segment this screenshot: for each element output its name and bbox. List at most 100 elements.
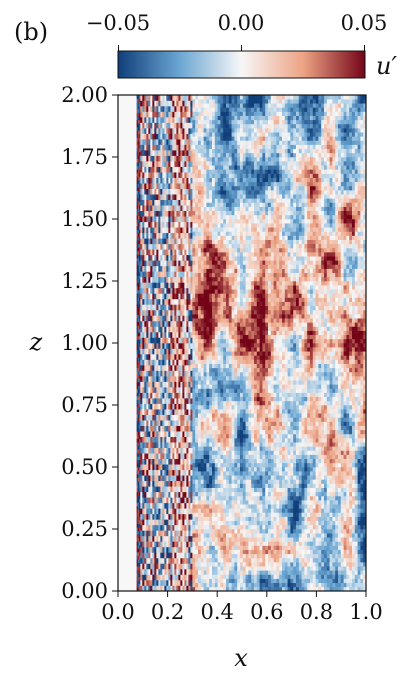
heatmap-cell bbox=[217, 281, 221, 286]
heatmap-cell bbox=[162, 309, 165, 316]
heatmap-cell bbox=[166, 502, 169, 509]
heatmap-cell bbox=[220, 140, 224, 145]
heatmap-cell bbox=[237, 446, 241, 451]
heatmap-cell bbox=[158, 502, 161, 509]
heatmap-cell bbox=[146, 106, 149, 112]
heatmap-cell bbox=[190, 557, 193, 564]
heatmap-cell bbox=[184, 480, 187, 487]
heatmap-cell bbox=[140, 331, 143, 338]
heatmap-cell bbox=[168, 530, 171, 537]
heatmap-cell bbox=[174, 293, 177, 300]
heatmap-cell bbox=[154, 117, 157, 123]
heatmap-cell bbox=[140, 453, 143, 460]
heatmap-cell bbox=[234, 533, 238, 538]
heatmap-cell bbox=[180, 249, 183, 256]
heatmap-cell bbox=[164, 106, 167, 112]
heatmap-cell bbox=[192, 562, 196, 567]
heatmap-cell bbox=[203, 566, 207, 571]
heatmap-cell bbox=[162, 376, 165, 382]
heatmap-cell bbox=[223, 347, 227, 352]
heatmap-cell bbox=[200, 165, 204, 170]
heatmap-cell bbox=[140, 243, 143, 250]
heatmap-cell bbox=[217, 293, 221, 298]
heatmap-cell bbox=[137, 428, 140, 432]
heatmap-cell bbox=[139, 339, 141, 344]
heatmap-cell bbox=[231, 384, 235, 389]
heatmap-cell bbox=[206, 487, 210, 493]
heatmap-cell bbox=[231, 500, 235, 505]
heatmap-cell bbox=[231, 305, 235, 311]
heatmap-cell bbox=[174, 133, 177, 140]
heatmap-cell bbox=[198, 115, 202, 121]
heatmap-cell bbox=[226, 446, 230, 451]
heatmap-cell bbox=[206, 194, 210, 199]
heatmap-cell bbox=[209, 223, 213, 228]
heatmap-cell bbox=[178, 403, 181, 410]
heatmap-cell bbox=[242, 409, 246, 414]
heatmap-cell bbox=[240, 243, 244, 249]
heatmap-cell bbox=[160, 387, 163, 393]
heatmap-cell bbox=[166, 585, 169, 591]
heatmap-cell bbox=[154, 326, 157, 333]
heatmap-cell bbox=[192, 305, 196, 311]
heatmap-cell bbox=[234, 223, 238, 228]
heatmap-cell bbox=[195, 123, 199, 129]
heatmap-cell bbox=[209, 144, 213, 150]
heatmap-cell bbox=[146, 343, 149, 349]
heatmap-cell bbox=[220, 545, 224, 550]
heatmap-cell bbox=[226, 123, 230, 129]
heatmap-cell bbox=[136, 141, 139, 145]
heatmap-cell bbox=[203, 293, 207, 298]
heatmap-cell bbox=[231, 169, 235, 174]
heatmap-cell bbox=[142, 354, 145, 360]
heatmap-cell bbox=[140, 161, 143, 167]
heatmap-cell bbox=[228, 442, 232, 447]
heatmap-cell bbox=[160, 95, 163, 101]
heatmap-cell bbox=[182, 166, 185, 173]
heatmap-cell bbox=[168, 458, 171, 465]
heatmap-cell bbox=[223, 500, 227, 505]
heatmap-cell bbox=[220, 190, 224, 195]
heatmap-cell bbox=[190, 205, 193, 212]
heatmap-cell bbox=[150, 568, 153, 575]
heatmap-cell bbox=[188, 205, 191, 212]
heatmap-cell bbox=[184, 486, 187, 493]
heatmap-cell bbox=[156, 177, 159, 184]
heatmap-cell bbox=[214, 396, 218, 402]
heatmap-cell bbox=[234, 177, 238, 183]
heatmap-cell bbox=[234, 541, 238, 546]
heatmap-cell bbox=[190, 579, 193, 586]
heatmap-cell bbox=[231, 388, 235, 393]
heatmap-cell bbox=[198, 371, 202, 377]
heatmap-cell bbox=[156, 497, 159, 504]
heatmap-cell bbox=[176, 508, 179, 515]
heatmap-cell bbox=[203, 438, 207, 443]
heatmap-cell bbox=[237, 173, 241, 178]
heatmap-cell bbox=[144, 475, 147, 482]
heatmap-cell bbox=[154, 524, 157, 531]
heatmap-cell bbox=[228, 214, 232, 220]
heatmap-cell bbox=[200, 314, 204, 319]
heatmap-cell bbox=[154, 563, 157, 570]
heatmap-cell bbox=[198, 500, 202, 505]
heatmap-cell bbox=[214, 301, 218, 307]
heatmap-cell bbox=[186, 354, 189, 360]
heatmap-cell bbox=[192, 355, 196, 360]
heatmap-cell bbox=[162, 150, 165, 156]
heatmap-cell bbox=[160, 331, 163, 338]
heatmap-cell bbox=[242, 355, 246, 360]
heatmap-cell bbox=[168, 359, 171, 366]
heatmap-cell bbox=[139, 268, 141, 273]
heatmap-cell bbox=[176, 100, 179, 107]
heatmap-cell bbox=[203, 165, 207, 170]
heatmap-cell bbox=[234, 99, 238, 104]
heatmap-cell bbox=[195, 206, 199, 212]
heatmap-cell bbox=[184, 293, 187, 300]
heatmap-cell bbox=[226, 128, 230, 133]
heatmap-cell bbox=[148, 293, 151, 300]
heatmap-cell bbox=[223, 157, 227, 162]
heatmap-cell bbox=[174, 161, 177, 167]
heatmap-cell bbox=[146, 348, 149, 355]
heatmap-cell bbox=[166, 387, 169, 393]
heatmap-cell bbox=[223, 458, 227, 464]
